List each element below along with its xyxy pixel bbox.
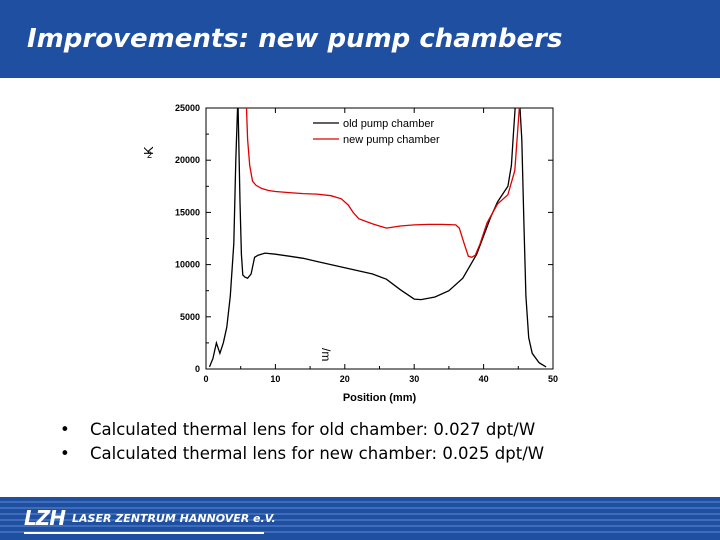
x-tick-label: 0 — [203, 374, 208, 384]
y-axis-label-fragment: 2 — [147, 150, 152, 160]
chart-series — [208, 108, 547, 368]
footer-stripe — [0, 513, 720, 515]
series-line — [245, 108, 520, 259]
x-tick-label: 50 — [548, 374, 558, 384]
chart-legend: old pump chamber new pump chamber — [313, 118, 440, 146]
y-axis-label-fragment: /m — [319, 348, 333, 361]
footer-stripe — [0, 507, 720, 509]
x-tick-label: 30 — [409, 374, 419, 384]
bullet-dot-icon: • — [60, 420, 70, 439]
x-tick-label: 10 — [270, 374, 280, 384]
series-line — [208, 108, 547, 368]
footer-bar: LZH LASER ZENTRUM HANNOVER e.V. — [0, 497, 720, 540]
bullet-list: • Calculated thermal lens for old chamber… — [60, 418, 700, 466]
bullet-text: Calculated thermal lens for old chamber:… — [90, 420, 536, 439]
y-axis-label-fragment: K — [141, 146, 156, 155]
chart-axes: 0 10 20 30 40 50 0 5000 10000 15000 20000 25000 Posi… — [141, 103, 558, 404]
x-axis-label: Position (mm) — [343, 392, 417, 404]
x-tick-label: 40 — [479, 374, 489, 384]
bullet-dot-icon: • — [60, 444, 70, 463]
lzh-logo-mark: LZH — [24, 506, 66, 530]
footer-stripe — [0, 525, 720, 527]
bullet-text: Calculated thermal lens for new chamber:… — [90, 444, 545, 463]
lzh-logo-text: LASER ZENTRUM HANNOVER e.V. — [72, 512, 276, 525]
x-tick-label: 20 — [340, 374, 350, 384]
footer-stripe — [0, 519, 720, 521]
y-tick-label: 20000 — [175, 155, 200, 165]
y-tick-label: 15000 — [175, 207, 200, 217]
legend-label: new pump chamber — [343, 134, 440, 146]
bullet-item: • Calculated thermal lens for new chamber… — [60, 442, 700, 466]
footer-stripe — [0, 501, 720, 503]
y-tick-label: 25000 — [175, 103, 200, 113]
y-tick-label: 5000 — [180, 312, 200, 322]
legend-label: old pump chamber — [343, 118, 434, 130]
logo-underline — [24, 532, 264, 534]
y-tick-label: 10000 — [175, 260, 200, 270]
bullet-item: • Calculated thermal lens for old chamber… — [60, 418, 700, 442]
y-tick-label: 0 — [195, 364, 200, 374]
footer-stripe — [0, 531, 720, 533]
plot-frame — [205, 107, 554, 370]
slide-title: Improvements: new pump chambers — [27, 24, 563, 54]
header-bar: Improvements: new pump chambers — [0, 0, 720, 78]
